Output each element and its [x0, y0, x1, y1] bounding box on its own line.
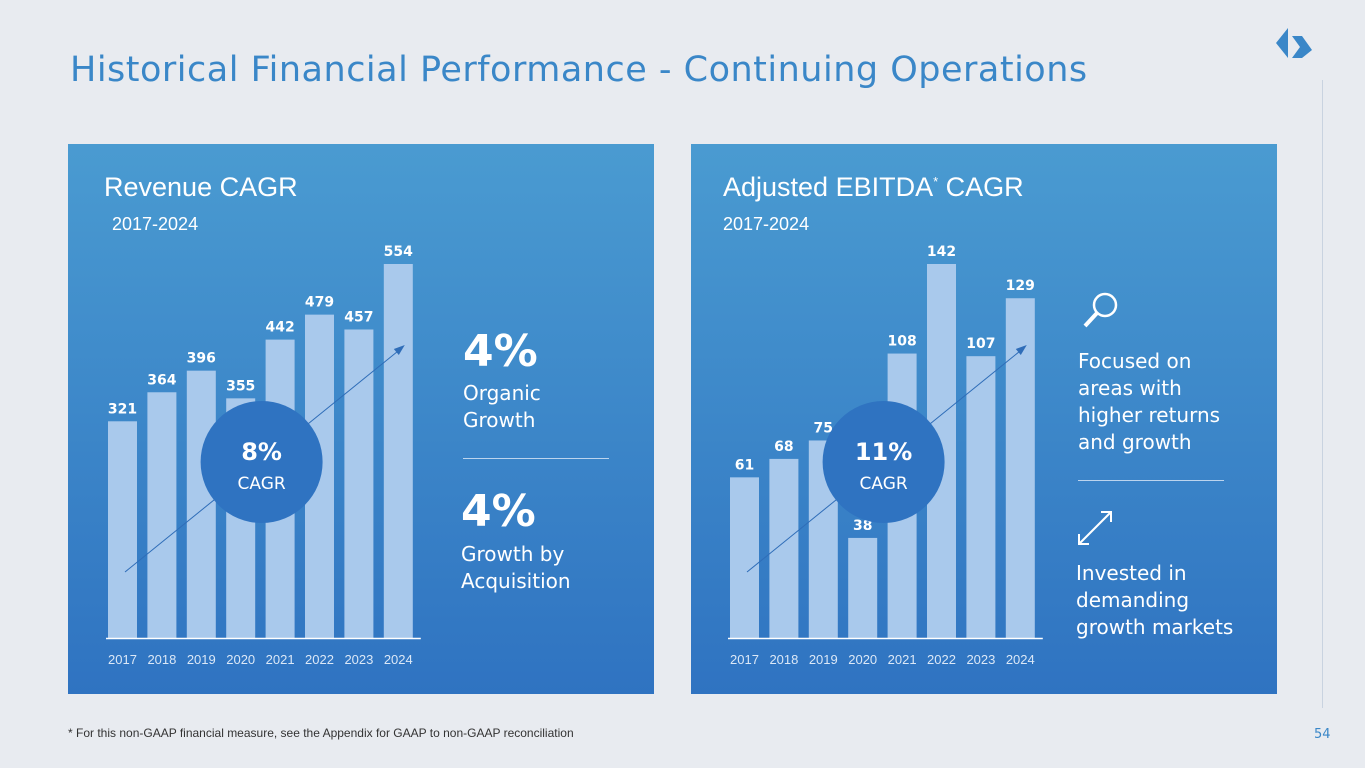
bar — [186, 370, 216, 638]
data-label: 61 — [735, 457, 754, 473]
divider — [1322, 80, 1323, 708]
x-tick-label: 2019 — [809, 652, 838, 667]
data-label: 321 — [108, 401, 137, 417]
bar — [383, 264, 413, 638]
title-suffix: CAGR — [938, 172, 1024, 202]
title-text: Adjusted EBITDA — [723, 172, 934, 202]
revenue-chart: 321 2017 364 2018 396 2019 355 2020 442 2021 479 20… — [106, 244, 421, 667]
page-title: Historical Financial Performance - Conti… — [70, 50, 1088, 90]
data-label: 355 — [226, 378, 255, 394]
data-label: 479 — [305, 295, 334, 311]
x-tick-label: 2022 — [927, 652, 956, 667]
data-label: 396 — [187, 351, 216, 367]
footnote: * For this non-GAAP financial measure, s… — [68, 726, 574, 740]
arrow-head — [1015, 345, 1027, 355]
data-label: 364 — [147, 372, 176, 388]
bar — [108, 421, 137, 638]
x-tick-label: 2019 — [187, 652, 216, 667]
x-tick-label: 2023 — [966, 652, 995, 667]
bar — [730, 477, 759, 638]
note-focused: Focused on areas with higher returns and… — [1078, 349, 1221, 454]
x-tick-label: 2020 — [848, 652, 877, 667]
x-tick-label: 2018 — [769, 652, 798, 667]
chart-title: Revenue CAGR — [104, 172, 298, 202]
cagr-value: 11% — [855, 438, 912, 466]
x-tick-label: 2020 — [226, 652, 255, 667]
cagr-circle — [822, 401, 945, 523]
data-label: 554 — [384, 244, 413, 260]
x-tick-label: 2024 — [1006, 652, 1035, 667]
data-label: 442 — [265, 320, 294, 336]
x-tick-label: 2021 — [266, 652, 295, 667]
data-label: 129 — [1006, 278, 1035, 294]
magnifier-icon — [1083, 292, 1118, 328]
x-tick-label: 2023 — [344, 652, 373, 667]
title-asterisk: * — [933, 174, 939, 189]
data-label: 107 — [966, 336, 995, 352]
expand-arrows-icon — [1078, 511, 1112, 545]
ebitda-chart: 61 2017 68 2018 75 2019 38 2020 108 2021 142 2022 10… — [728, 244, 1043, 667]
x-tick-label: 2017 — [730, 652, 759, 667]
x-tick-label: 2018 — [147, 652, 176, 667]
cagr-circle — [200, 401, 323, 523]
cagr-label: CAGR — [860, 474, 908, 494]
acquisition-value: 4% — [461, 486, 536, 537]
arrow-head — [393, 345, 405, 355]
chart-title: Adjusted EBITDA* CAGR — [723, 172, 1024, 203]
organic-value: 4% — [463, 326, 538, 377]
chart-subtitle: 2017-2024 — [112, 214, 199, 234]
bar — [1005, 298, 1035, 638]
x-tick-label: 2024 — [384, 652, 413, 667]
data-label: 457 — [344, 309, 373, 325]
revenue-panel: Revenue CAGR 2017-2024 321 2017 364 2018 396… — [68, 144, 654, 694]
company-logo — [1276, 28, 1312, 58]
data-label: 108 — [887, 334, 916, 350]
bar — [848, 537, 878, 638]
data-label: 142 — [927, 244, 956, 260]
ebitda-panel: Adjusted EBITDA* CAGR 2017-2024 61 2017 68… — [691, 144, 1277, 694]
divider — [463, 458, 609, 459]
bar — [147, 392, 177, 638]
cagr-value: 8% — [241, 438, 282, 466]
bar — [344, 329, 374, 638]
page-number: 54 — [1314, 727, 1331, 742]
data-label: 75 — [814, 420, 833, 436]
data-label: 68 — [774, 439, 793, 455]
note-invested: Invested in demanding growth markets — [1076, 561, 1234, 639]
acquisition-label: Growth by Acquisition — [461, 542, 571, 593]
chart-subtitle: 2017-2024 — [723, 214, 810, 234]
x-tick-label: 2021 — [888, 652, 917, 667]
organic-label: Organic Growth — [463, 381, 541, 432]
bar — [966, 356, 996, 638]
x-tick-label: 2017 — [108, 652, 137, 667]
divider — [1078, 480, 1224, 481]
data-label: 38 — [853, 518, 872, 534]
bar — [769, 458, 799, 638]
x-tick-label: 2022 — [305, 652, 334, 667]
cagr-label: CAGR — [238, 474, 286, 494]
